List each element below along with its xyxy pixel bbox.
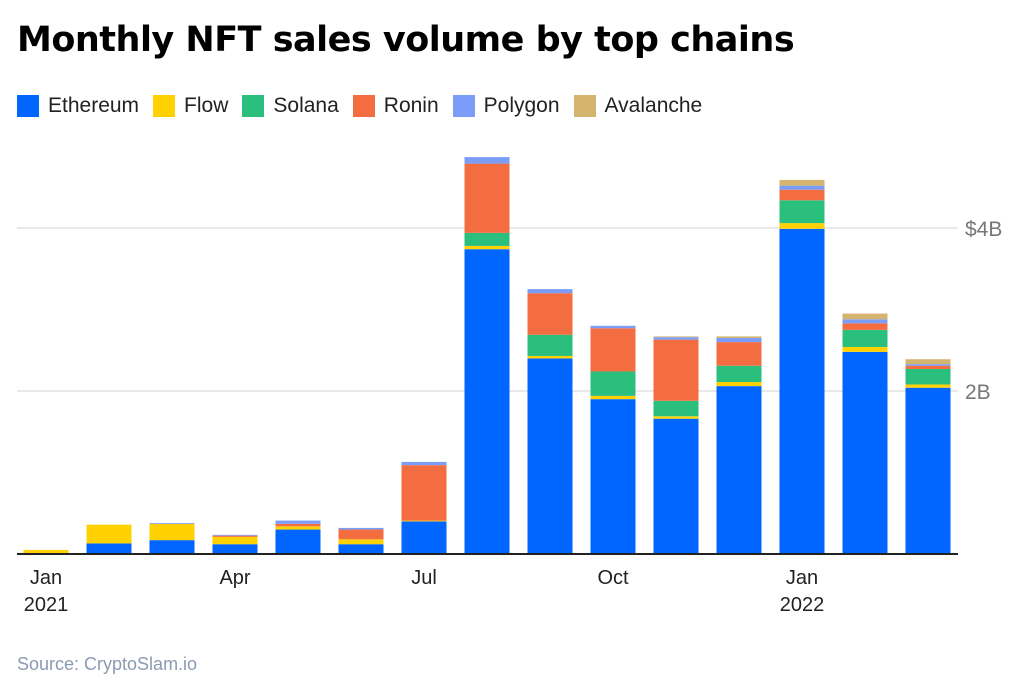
- bar-segment-polygon: [527, 289, 573, 294]
- bar-segment-ethereum: [653, 418, 699, 554]
- x-tick-label: Jan: [30, 567, 62, 589]
- bar-segment-ronin: [401, 465, 447, 521]
- bar-segment-ronin: [338, 529, 384, 540]
- bar-segment-ethereum: [842, 351, 888, 554]
- bar-segment-ethereum: [86, 543, 132, 554]
- bar-segment-flow: [779, 223, 825, 229]
- bar-segment-polygon: [779, 185, 825, 190]
- bar-segment-polygon: [905, 364, 951, 366]
- bar-segment-ethereum: [779, 228, 825, 554]
- bar-segment-ethereum: [464, 249, 510, 554]
- legend-item-polygon: Polygon: [452, 94, 560, 118]
- legend-item-avalanche: Avalanche: [573, 94, 703, 118]
- x-tick-label: Oct: [597, 567, 629, 589]
- bar-segment-ethereum: [149, 540, 195, 554]
- bar-segment-ronin: [653, 339, 699, 401]
- y-tick-label: 2B: [965, 381, 991, 404]
- x-tick-label-year: 2022: [780, 594, 825, 616]
- legend-swatch: [573, 95, 596, 117]
- bar-segment-solana: [716, 365, 762, 383]
- legend-swatch: [352, 95, 375, 117]
- bar-segment-polygon: [212, 534, 258, 536]
- legend-item-ronin: Ronin: [352, 94, 439, 118]
- y-tick-label: $4B: [965, 218, 1002, 241]
- bar-segment-solana: [905, 368, 951, 385]
- bar-segment-solana: [779, 200, 825, 224]
- bar-segment-polygon: [338, 527, 384, 530]
- bar-segment-ethereum: [527, 358, 573, 554]
- source-note: Source: CryptoSlam.io: [17, 654, 198, 674]
- bar-segment-ethereum: [212, 544, 258, 554]
- bar-segment-flow: [653, 416, 699, 419]
- bar-segment-ethereum: [716, 386, 762, 554]
- bar-segment-polygon: [653, 337, 699, 340]
- bar-segment-flow: [716, 382, 762, 387]
- bar-segment-solana: [527, 334, 573, 356]
- bar-segment-ronin: [590, 328, 636, 372]
- bar-segment-flow: [86, 524, 132, 544]
- x-tick-label: Jan: [786, 567, 818, 589]
- bar-segment-polygon: [842, 319, 888, 324]
- bar-segment-ronin: [275, 523, 321, 527]
- bar-segment-flow: [527, 355, 573, 359]
- x-tick-label: Jul: [411, 567, 437, 589]
- legend-label: Ethereum: [48, 94, 140, 117]
- bar-segment-flow: [212, 536, 258, 545]
- bar-segment-ronin: [527, 293, 573, 335]
- legend-item-flow: Flow: [153, 94, 228, 118]
- bar-segment-flow: [401, 520, 447, 522]
- bar-segment-ronin: [905, 365, 951, 369]
- bar-segment-ethereum: [401, 521, 447, 554]
- legend-label: Flow: [184, 94, 229, 117]
- legend-item-solana: Solana: [242, 94, 339, 118]
- bar-segment-solana: [842, 329, 888, 347]
- bar-segment-flow: [905, 384, 951, 388]
- bar-segment-polygon: [464, 157, 510, 164]
- bar-segment-flow: [590, 395, 636, 400]
- legend-swatch: [17, 95, 39, 117]
- bar-segment-solana: [464, 232, 510, 246]
- legend-swatch: [153, 95, 176, 117]
- legend: Ethereum Flow Solana Ronin Polygon Avala…: [17, 94, 716, 118]
- bar-segment-polygon: [716, 338, 762, 343]
- bar-segment-polygon: [149, 523, 195, 524]
- bar-segment-ethereum: [338, 544, 384, 554]
- bar-segment-flow: [464, 245, 510, 250]
- bar-segment-solana: [590, 371, 636, 396]
- bar-segment-flow: [23, 549, 69, 554]
- bar-segment-avalanche: [779, 179, 825, 186]
- bar-segment-ronin: [716, 342, 762, 366]
- bar-segment-polygon: [275, 520, 321, 524]
- bar-segment-solana: [653, 400, 699, 417]
- bar-segment-avalanche: [842, 313, 888, 320]
- bar-segment-ronin: [779, 189, 825, 201]
- legend-label: Polygon: [483, 94, 560, 117]
- bar-segment-flow: [338, 539, 384, 545]
- bar-segment-ethereum: [275, 529, 321, 554]
- legend-label: Ronin: [383, 94, 439, 117]
- bar-segment-polygon: [590, 325, 636, 329]
- x-tick-label-year: 2021: [24, 594, 69, 616]
- bar-segment-avalanche: [905, 359, 951, 365]
- legend-swatch: [452, 95, 475, 117]
- bar-segment-ronin: [212, 535, 258, 537]
- x-tick-label: Apr: [219, 567, 250, 589]
- bar-segment-avalanche: [653, 336, 699, 338]
- bar-segment-ronin: [842, 323, 888, 330]
- legend-item-ethereum: Ethereum: [17, 94, 139, 118]
- bar-segment-avalanche: [716, 336, 762, 339]
- legend-swatch: [242, 95, 265, 117]
- chart-title: Monthly NFT sales volume by top chains: [17, 20, 795, 60]
- bar-segment-flow: [149, 523, 195, 541]
- bar-segment-ronin: [464, 163, 510, 233]
- legend-label: Solana: [273, 94, 339, 117]
- legend-label: Avalanche: [604, 94, 703, 117]
- bar-segment-flow: [275, 526, 321, 530]
- bar-segment-polygon: [401, 461, 447, 466]
- bar-segment-flow: [842, 346, 888, 352]
- bar-segment-ethereum: [905, 387, 951, 554]
- bar-segment-ethereum: [590, 399, 636, 554]
